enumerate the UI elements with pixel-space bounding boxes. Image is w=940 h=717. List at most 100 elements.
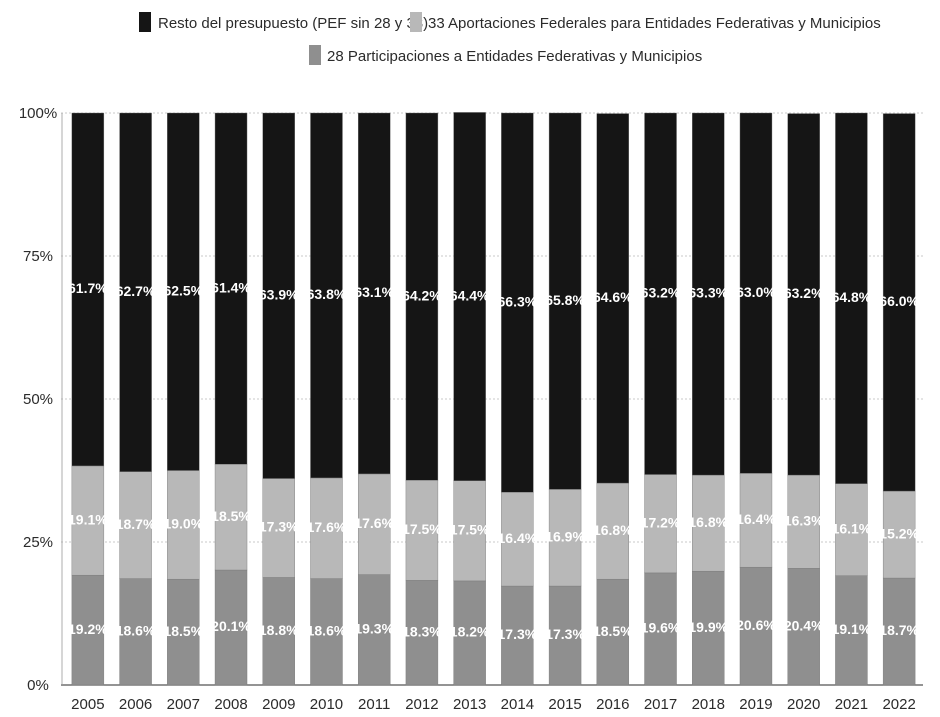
bar-segment bbox=[214, 569, 248, 686]
y-tick-label: 100% bbox=[19, 105, 57, 122]
bar-segment bbox=[787, 474, 820, 569]
bar-segment bbox=[596, 113, 630, 484]
bar-segment bbox=[167, 470, 200, 580]
bar-segment bbox=[405, 580, 439, 686]
bar-segment bbox=[644, 112, 677, 475]
data-label: 18.6% bbox=[116, 623, 156, 639]
bar-segment bbox=[71, 574, 105, 686]
bar-segment bbox=[644, 572, 677, 686]
bar-segment bbox=[357, 112, 391, 475]
x-tick-label: 2018 bbox=[692, 696, 725, 713]
data-label: 17.6% bbox=[307, 519, 347, 535]
data-label: 16.1% bbox=[832, 520, 872, 536]
bar-segment bbox=[644, 474, 677, 574]
bar-segment bbox=[739, 566, 773, 686]
data-label: 16.4% bbox=[498, 530, 538, 546]
bar-segment bbox=[119, 112, 152, 472]
bar-segment bbox=[310, 477, 343, 579]
data-label: 18.7% bbox=[116, 516, 156, 532]
x-tick-label: 2011 bbox=[358, 696, 390, 713]
data-label: 19.1% bbox=[68, 511, 108, 527]
x-tick-label: 2022 bbox=[882, 696, 915, 713]
bar-segment bbox=[501, 585, 534, 686]
x-tick-label: 2005 bbox=[71, 696, 104, 713]
y-tick-label: 75% bbox=[23, 248, 53, 265]
data-label: 20.1% bbox=[211, 618, 251, 634]
data-label: 16.9% bbox=[545, 528, 585, 544]
data-label: 65.8% bbox=[545, 292, 585, 308]
data-label: 18.5% bbox=[593, 623, 633, 639]
x-tick-label: 2012 bbox=[405, 696, 438, 713]
bar-segment bbox=[835, 483, 868, 576]
bar-segment bbox=[787, 113, 820, 476]
x-tick-label: 2020 bbox=[787, 696, 820, 713]
x-tick-label: 2014 bbox=[501, 696, 534, 713]
data-label: 16.8% bbox=[593, 522, 633, 538]
bar-segment bbox=[596, 482, 630, 580]
bar-segment bbox=[453, 580, 486, 686]
bar-segment bbox=[739, 473, 773, 568]
bar-segment bbox=[548, 489, 582, 587]
data-label: 64.6% bbox=[593, 289, 633, 305]
bar-segment bbox=[692, 112, 725, 476]
data-label: 18.8% bbox=[259, 622, 299, 638]
bar-segment bbox=[310, 112, 343, 479]
bar-segment bbox=[262, 478, 295, 578]
data-label: 61.7% bbox=[68, 280, 108, 296]
data-label: 16.4% bbox=[736, 511, 776, 527]
bar-segment bbox=[882, 113, 916, 492]
bar-segment bbox=[692, 474, 725, 572]
data-label: 18.2% bbox=[450, 624, 490, 640]
data-label: 17.5% bbox=[450, 522, 490, 538]
bar-segment bbox=[835, 112, 868, 484]
data-label: 62.5% bbox=[163, 282, 203, 298]
data-label: 18.6% bbox=[307, 623, 347, 639]
data-label: 15.2% bbox=[879, 525, 919, 541]
axes-layer: 0% 25% 50% 75% 100% 2005 2006 2007 2008 2009 2010 2… bbox=[19, 105, 916, 713]
data-label: 63.9% bbox=[259, 286, 299, 302]
data-label: 16.3% bbox=[784, 512, 824, 528]
data-label: 19.1% bbox=[832, 621, 872, 637]
data-label: 61.4% bbox=[211, 279, 251, 295]
data-label: 18.5% bbox=[211, 508, 251, 524]
bar-segment bbox=[548, 112, 582, 490]
y-tick-label: 0% bbox=[27, 677, 49, 694]
data-label: 62.7% bbox=[116, 283, 156, 299]
bar-segment bbox=[167, 112, 200, 471]
data-label: 18.5% bbox=[163, 623, 203, 639]
data-label: 19.9% bbox=[688, 619, 728, 635]
data-labels-layer: 19.2% 19.1% 61.7% 18.6% 18.7% 62.7% 18.5% 19.0%… bbox=[68, 279, 920, 642]
bar-segment bbox=[501, 112, 534, 493]
data-label: 19.2% bbox=[68, 621, 108, 637]
bar-segment bbox=[453, 480, 486, 582]
data-label: 20.4% bbox=[784, 617, 824, 633]
data-label: 63.1% bbox=[354, 284, 394, 300]
bar-segment bbox=[262, 577, 295, 686]
bar-segment bbox=[787, 568, 820, 686]
bars-layer bbox=[71, 112, 916, 686]
data-label: 17.3% bbox=[259, 519, 299, 535]
legend-label-participaciones: 28 Participaciones a Entidades Federativ… bbox=[327, 48, 702, 65]
data-label: 63.8% bbox=[307, 286, 347, 302]
bar-segment bbox=[357, 574, 391, 686]
data-label: 17.6% bbox=[354, 515, 394, 531]
x-tick-label: 2006 bbox=[119, 696, 152, 713]
x-tick-label: 2007 bbox=[167, 696, 200, 713]
bar-segment bbox=[262, 112, 295, 479]
bar-segment bbox=[71, 465, 105, 576]
y-tick-label: 25% bbox=[23, 534, 53, 551]
bar-segment bbox=[214, 112, 248, 465]
data-label: 16.8% bbox=[688, 514, 728, 530]
data-label: 63.2% bbox=[784, 285, 824, 301]
data-label: 64.4% bbox=[450, 287, 490, 303]
bar-segment bbox=[501, 492, 534, 587]
bar-segment bbox=[119, 471, 152, 579]
legend-swatch-participaciones bbox=[309, 45, 321, 65]
legend-swatch-aportaciones bbox=[410, 12, 422, 32]
data-label: 66.3% bbox=[498, 293, 538, 309]
bar-segment bbox=[214, 464, 248, 571]
x-tick-label: 2009 bbox=[262, 696, 295, 713]
data-label: 18.7% bbox=[879, 622, 919, 638]
y-tick-label: 50% bbox=[23, 391, 53, 408]
